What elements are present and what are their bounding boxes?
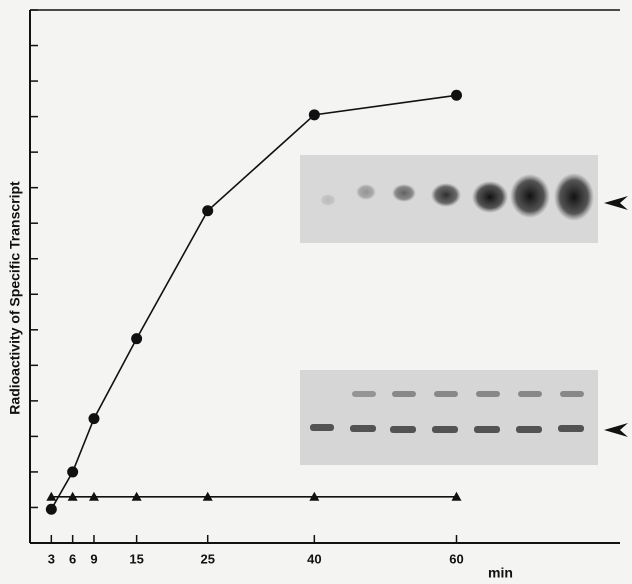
- data-point: [131, 333, 143, 345]
- x-axis-label: min: [488, 565, 513, 581]
- data-point: [45, 503, 57, 515]
- x-tick-label: 25: [200, 551, 214, 566]
- data-point: [131, 491, 142, 501]
- data-point: [88, 413, 100, 425]
- x-tick-label: 60: [449, 551, 463, 566]
- data-point: [67, 466, 79, 478]
- data-point: [67, 491, 78, 501]
- gel-bottom: [300, 370, 628, 465]
- data-point: [46, 491, 57, 501]
- x-tick-label: 3: [48, 551, 55, 566]
- data-point: [309, 491, 320, 501]
- data-point: [88, 491, 99, 501]
- data-point: [202, 205, 214, 217]
- data-point: [451, 89, 463, 101]
- data-point: [308, 109, 320, 121]
- y-axis-label: Radioactivity of Specific Transcript: [7, 181, 23, 415]
- gel-top: [300, 155, 628, 243]
- x-tick-label: 6: [69, 551, 76, 566]
- x-tick-label: 15: [129, 551, 143, 566]
- x-tick-label: 40: [307, 551, 321, 566]
- data-point: [451, 491, 462, 501]
- x-tick-label: 9: [90, 551, 97, 566]
- data-point: [202, 491, 213, 501]
